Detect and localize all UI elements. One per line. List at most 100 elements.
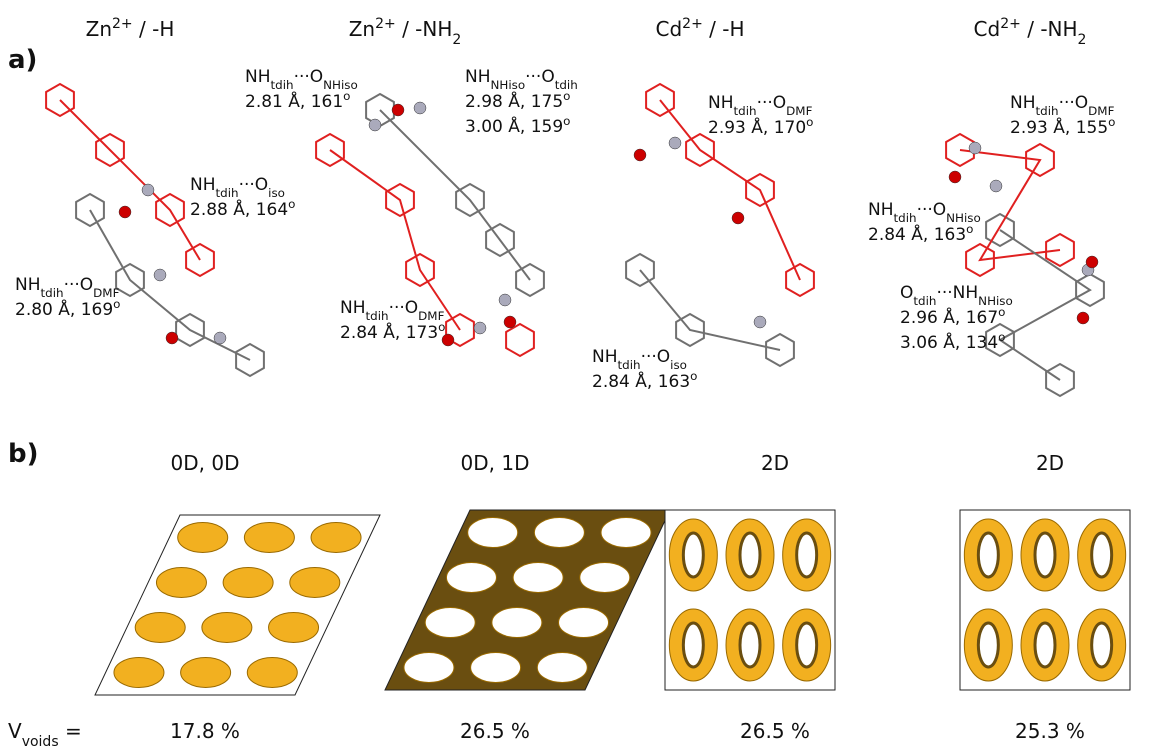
void-surface: [222, 567, 274, 598]
void-label: Vvoids =: [8, 719, 82, 746]
sub-run: NHiso: [491, 78, 526, 92]
atom: [391, 103, 405, 117]
text-run: 2.96 Å, 167: [900, 306, 998, 328]
text-run: V: [8, 719, 22, 743]
sup-run: 2+: [375, 16, 396, 32]
atom: [498, 293, 512, 307]
hbond-label: NHtdih···ODMF: [1010, 93, 1115, 118]
ring: [785, 262, 815, 298]
text-run: ···O: [64, 275, 94, 295]
atom: [753, 315, 767, 329]
ring: [685, 132, 715, 168]
text-run: / -H: [133, 17, 175, 41]
hbond-label: 2.88 Å, 164o: [190, 197, 295, 220]
void-fraction: 26.5 %: [460, 719, 530, 743]
atom: [503, 315, 517, 329]
void-surface: [512, 562, 564, 593]
column-title: Cd2+ / -NH2: [974, 16, 1087, 48]
void-surface: [403, 652, 455, 683]
void-surface: [289, 567, 341, 598]
sub-run: DMF: [1088, 104, 1114, 118]
text-run: 3.06 Å, 134: [900, 331, 998, 353]
void-surface: [243, 522, 295, 553]
sup-run: o: [998, 305, 1005, 319]
column-title: Zn2+ / -H: [86, 16, 175, 41]
sub-run: tdih: [618, 358, 641, 372]
void-surface: [180, 657, 232, 688]
hbond-label: 2.96 Å, 167o: [900, 305, 1005, 328]
hbond-label: 2.93 Å, 155o: [1010, 115, 1115, 138]
bond: [329, 149, 461, 331]
void-fraction: 26.5 %: [740, 719, 810, 743]
sup-run: o: [343, 89, 350, 103]
void-surface: [600, 517, 652, 548]
void-surface: [310, 522, 362, 553]
text-run: NH: [592, 347, 618, 367]
atom: [1076, 311, 1090, 325]
ring: [175, 312, 205, 348]
text-run: Zn: [86, 17, 112, 41]
atom: [441, 333, 455, 347]
text-run: ···O: [525, 67, 555, 87]
column-title: 2D: [761, 451, 789, 475]
hbond-label: 2.84 Å, 163o: [868, 222, 973, 245]
text-run: 2.98 Å, 175: [465, 90, 563, 112]
text-run: ···O: [294, 67, 324, 87]
hbond-label: NHtdih···ONHiso: [245, 67, 358, 92]
sub-run: iso: [268, 186, 285, 200]
ring: [455, 182, 485, 218]
artwork: [45, 82, 1131, 696]
text-run: / -NH: [396, 17, 453, 41]
hbond-label: 2.84 Å, 173o: [340, 320, 445, 343]
sup-run: o: [998, 330, 1005, 344]
ring: [385, 182, 415, 218]
sub-run: tdih: [271, 78, 294, 92]
ring: [155, 192, 185, 228]
atom: [118, 205, 132, 219]
hbond-label: NHtdih···ODMF: [15, 275, 120, 300]
column-title: Zn2+ / -NH2: [349, 16, 462, 48]
ring: [95, 132, 125, 168]
hbond-label: 3.06 Å, 134o: [900, 330, 1005, 353]
atom: [1085, 255, 1099, 269]
ring: [405, 252, 435, 288]
ring: [45, 82, 75, 118]
text-run: 2.84 Å, 163: [868, 223, 966, 245]
bond: [89, 209, 251, 361]
ring: [645, 82, 675, 118]
atom: [141, 183, 155, 197]
atom: [948, 170, 962, 184]
void-surface: [246, 657, 298, 688]
void-surface: [155, 567, 207, 598]
void-hole: [738, 531, 762, 579]
atom: [668, 136, 682, 150]
bond: [959, 149, 1061, 262]
sub-run: DMF: [93, 286, 119, 300]
ring: [1025, 142, 1055, 178]
text-run: ···O: [1059, 93, 1089, 113]
sup-run: 2+: [682, 16, 703, 32]
sup-run: o: [1108, 115, 1115, 129]
text-run: ···O: [917, 200, 947, 220]
text-run: =: [59, 719, 82, 743]
sub-run: tdih: [555, 78, 578, 92]
sup-run: o: [438, 320, 445, 334]
text-run: NH: [245, 67, 271, 87]
atom: [633, 148, 647, 162]
sub-run: tdih: [734, 104, 757, 118]
hbond-label: 3.00 Å, 159o: [465, 114, 570, 137]
sup-run: o: [113, 297, 120, 311]
void-surface: [424, 607, 476, 638]
panel-a-label: a): [8, 45, 37, 75]
bond: [998, 229, 1092, 381]
text-run: 3.00 Å, 159: [465, 115, 563, 137]
cell-block: [384, 509, 671, 691]
text-run: 2.81 Å, 161: [245, 90, 343, 112]
void-hole: [681, 531, 705, 579]
text-run: / -NH: [1021, 17, 1078, 41]
void-surface: [201, 612, 253, 643]
text-run: NH: [190, 175, 216, 195]
text-run: ···O: [757, 93, 787, 113]
text-run: NH: [868, 200, 894, 220]
text-run: 2.84 Å, 173: [340, 321, 438, 343]
